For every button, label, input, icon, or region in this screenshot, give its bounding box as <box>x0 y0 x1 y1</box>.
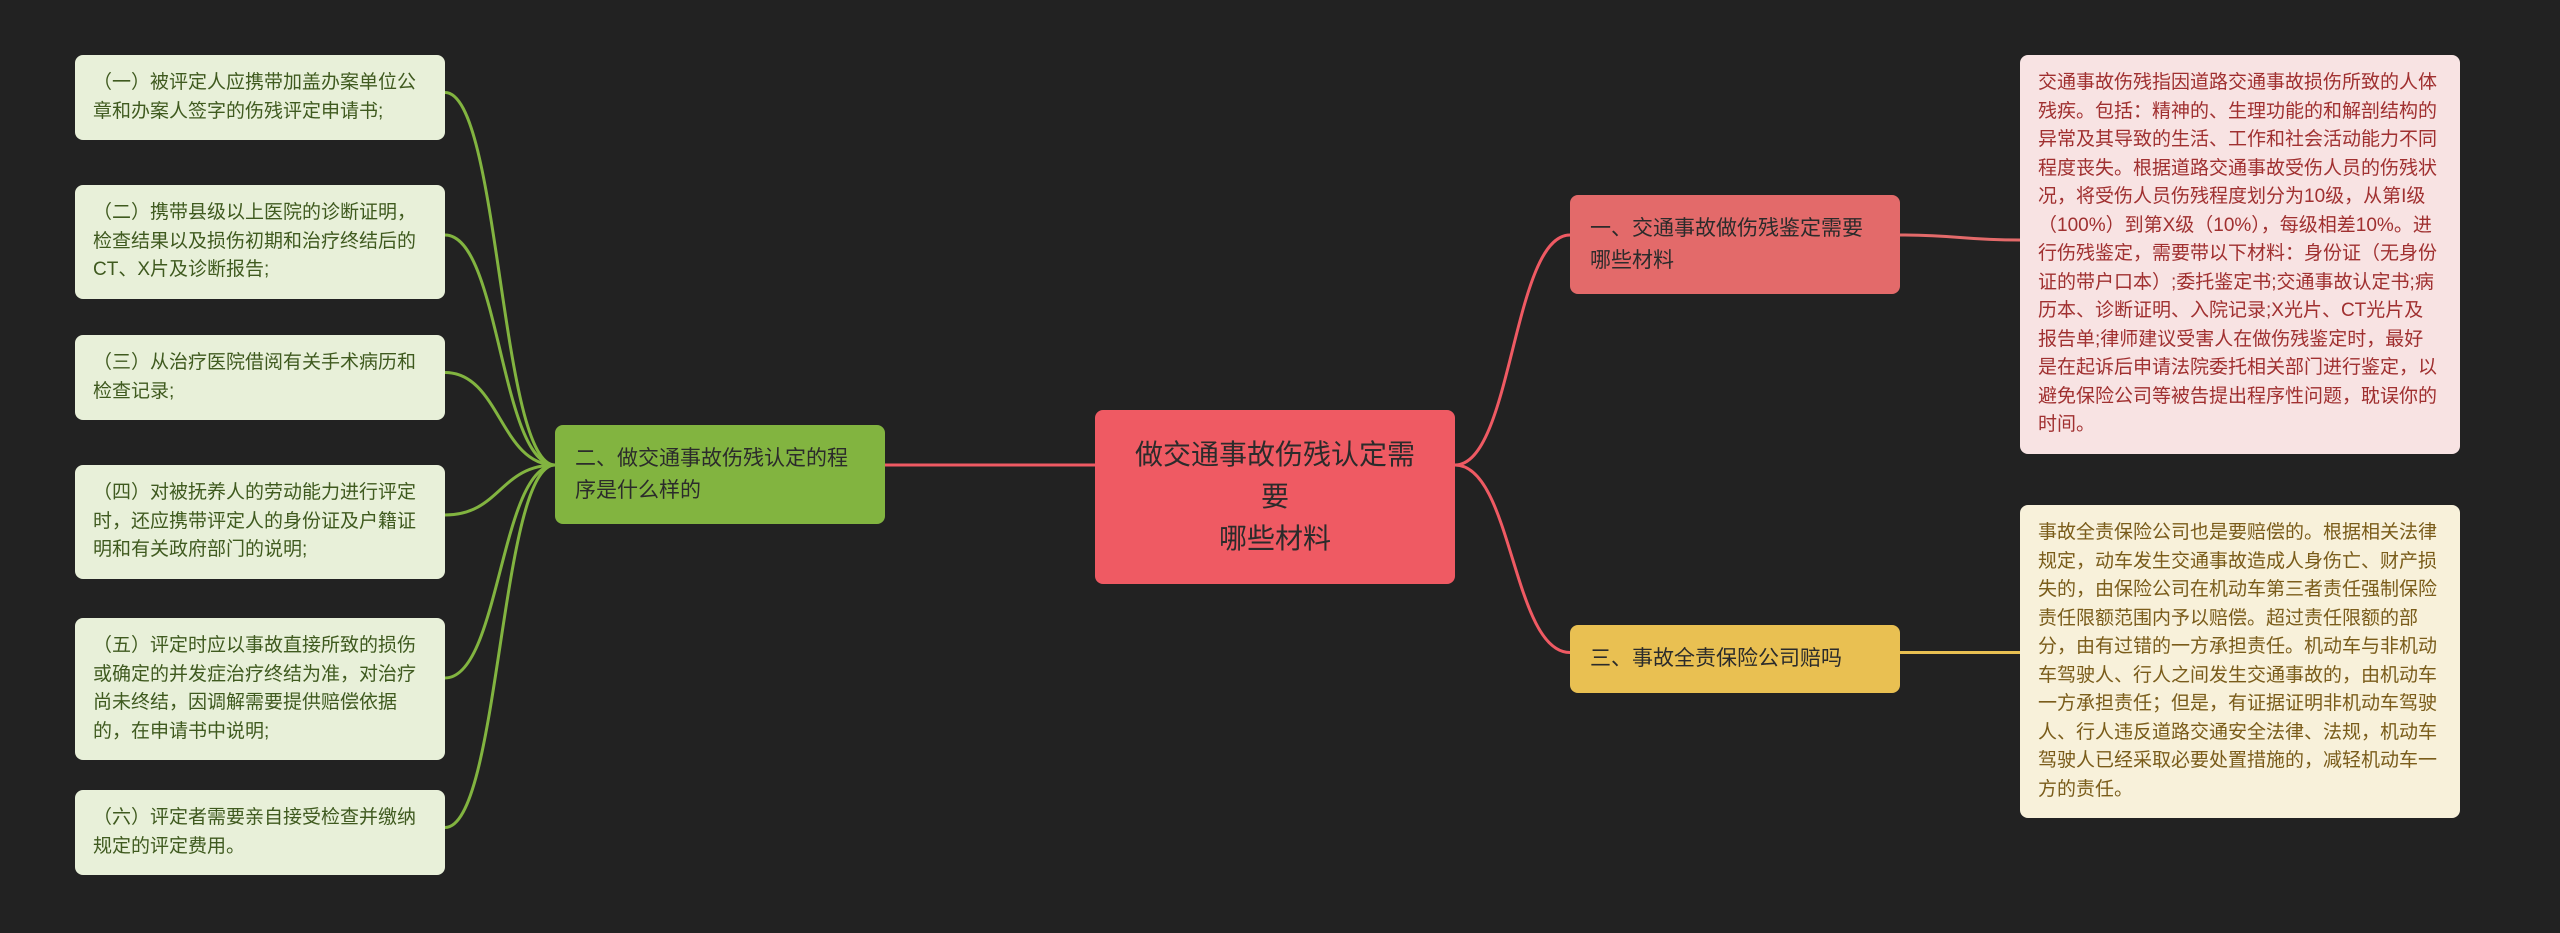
left-leaf-l1-0: （一）被评定人应携带加盖办案单位公章和办案人签字的伤残评定申请书; <box>75 55 445 140</box>
left-leaf-l1-4: （五）评定时应以事故直接所致的损伤或确定的并发症治疗终结为准，对治疗尚未终结，因… <box>75 618 445 760</box>
right-leaf-r1-0: 交通事故伤残指因道路交通事故损伤所致的人体残疾。包括：精神的、生理功能的和解剖结… <box>2020 55 2460 454</box>
right-branch-r1[interactable]: 一、交通事故做伤残鉴定需要哪些材料 <box>1570 195 1900 294</box>
right-branch-r2[interactable]: 三、事故全责保险公司赔吗 <box>1570 625 1900 693</box>
left-leaf-l1-5: （六）评定者需要亲自接受检查并缴纳规定的评定费用。 <box>75 790 445 875</box>
right-leaf-r2-0: 事故全责保险公司也是要赔偿的。根据相关法律规定，动车发生交通事故造成人身伤亡、财… <box>2020 505 2460 818</box>
left-branch-l1[interactable]: 二、做交通事故伤残认定的程序是什么样的 <box>555 425 885 524</box>
left-leaf-l1-3: （四）对被抚养人的劳动能力进行评定时，还应携带评定人的身份证及户籍证明和有关政府… <box>75 465 445 579</box>
left-leaf-l1-2: （三）从治疗医院借阅有关手术病历和检查记录; <box>75 335 445 420</box>
center-node[interactable]: 做交通事故伤残认定需要 哪些材料 <box>1095 410 1455 584</box>
left-leaf-l1-1: （二）携带县级以上医院的诊断证明，检查结果以及损伤初期和治疗终结后的CT、X片及… <box>75 185 445 299</box>
